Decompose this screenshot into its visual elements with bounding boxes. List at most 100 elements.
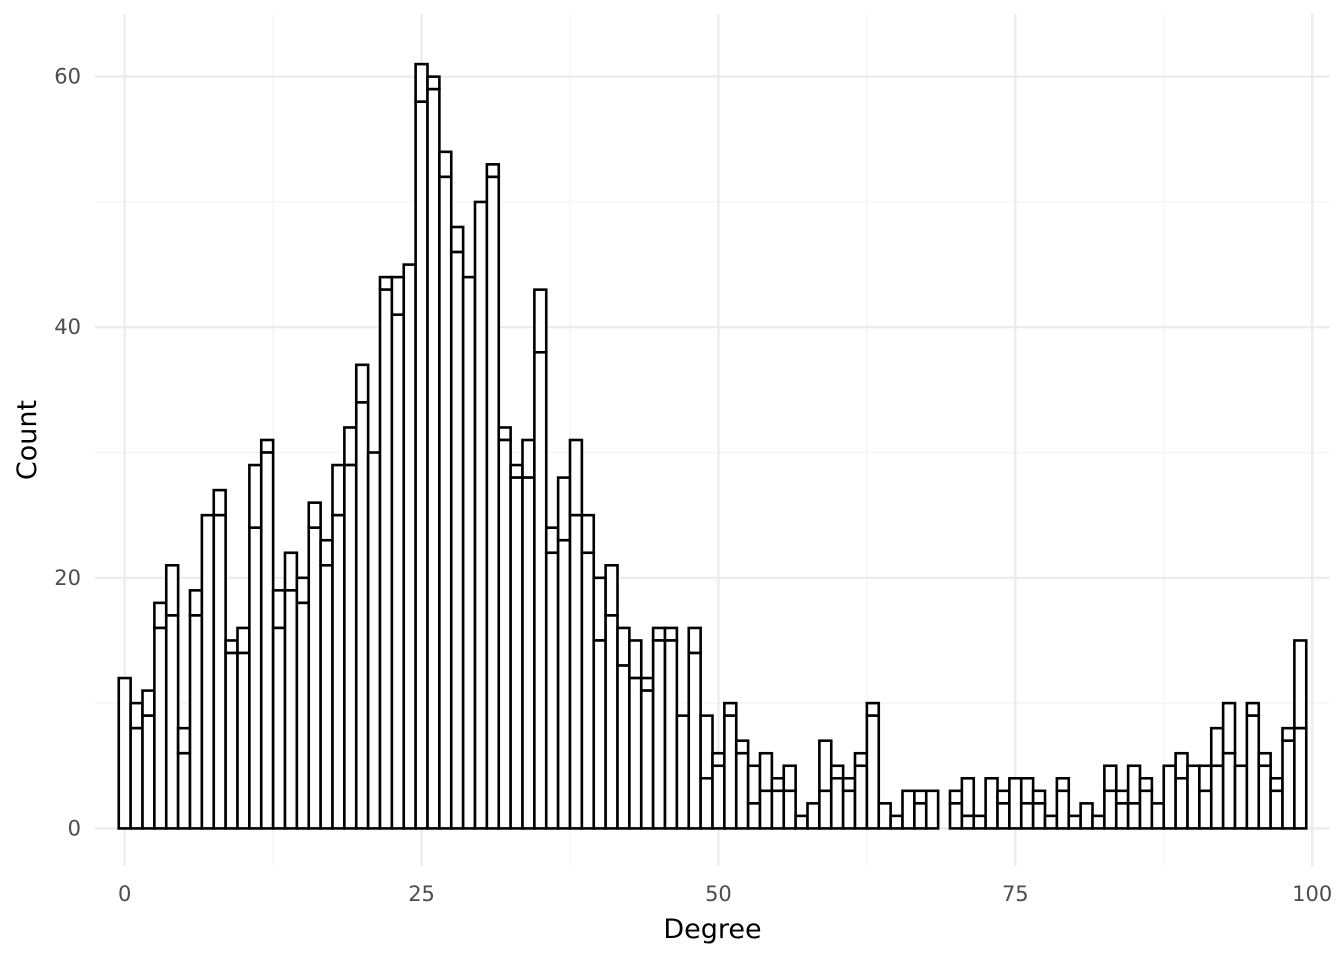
bar-lower-segment <box>1138 789 1154 830</box>
bar-upper-segment <box>164 563 180 617</box>
bar-lower-segment <box>224 651 239 830</box>
bar-upper-segment <box>580 513 596 555</box>
bar-lower-segment <box>1055 789 1071 830</box>
bar-upper-segment <box>723 701 738 717</box>
bar-upper-segment <box>1126 764 1142 805</box>
x-tick-label: 100 <box>1292 882 1332 906</box>
bar-lower-segment <box>521 476 536 830</box>
bar-lower-segment <box>1043 814 1059 830</box>
bar-upper-segment <box>1245 701 1261 717</box>
bar-lower-segment <box>746 802 762 830</box>
bar-lower-segment <box>651 639 667 830</box>
bar-upper-segment <box>438 150 453 179</box>
bar-upper-segment <box>1138 776 1154 793</box>
bar-lower-segment <box>1103 789 1118 830</box>
bar-upper-segment <box>651 626 667 642</box>
bar-lower-segment <box>426 87 441 830</box>
bar-upper-segment <box>829 764 845 780</box>
bar-lower-segment <box>271 626 287 830</box>
bar-upper-segment <box>734 739 750 755</box>
bar-upper-segment <box>628 639 643 680</box>
bar-lower-segment <box>1067 814 1082 830</box>
bar-lower-segment <box>236 651 251 830</box>
bar-lower-segment <box>1281 739 1296 830</box>
y-axis-tick-labels: 0 20 40 60 <box>54 65 81 841</box>
bar-upper-segment <box>1031 789 1047 805</box>
bar-lower-segment <box>343 463 358 830</box>
bar-lower-segment <box>497 438 512 830</box>
bar-upper-segment <box>378 275 394 291</box>
bar-lower-segment <box>414 100 429 830</box>
bar-lower-segment <box>853 764 869 830</box>
bar-upper-segment <box>544 526 560 555</box>
bar-lower-segment <box>188 614 204 830</box>
bar-lower-segment <box>473 200 489 830</box>
bar-lower-segment <box>972 814 987 830</box>
bar-lower-segment <box>723 714 738 830</box>
bar-lower-segment <box>295 601 311 830</box>
bar-lower-segment <box>1209 764 1225 830</box>
bar-lower-segment <box>153 626 168 830</box>
bar-upper-segment <box>1019 776 1035 805</box>
bar-upper-segment <box>307 501 322 530</box>
bar-lower-segment <box>1031 802 1047 830</box>
bar-lower-segment <box>580 551 596 830</box>
bar-upper-segment <box>865 701 881 717</box>
bar-lower-segment <box>960 814 976 830</box>
bar-upper-segment <box>509 463 524 479</box>
bar-lower-segment <box>734 751 750 830</box>
bar-lower-segment <box>639 689 655 830</box>
histogram-bars <box>117 62 1308 830</box>
bar-lower-segment <box>485 175 501 830</box>
bar-lower-segment <box>1091 814 1106 830</box>
bar-lower-segment <box>758 789 774 830</box>
bar-upper-segment <box>841 776 857 793</box>
bar-upper-segment <box>176 726 192 755</box>
bar-upper-segment <box>948 789 964 805</box>
bar-lower-segment <box>924 789 940 830</box>
bar-lower-segment <box>913 802 928 830</box>
bar-lower-segment <box>675 714 691 830</box>
y-tick-label: 40 <box>54 315 81 339</box>
bar-lower-segment <box>331 513 346 830</box>
bar-lower-segment <box>402 263 417 830</box>
bar-lower-segment <box>711 764 726 830</box>
bar-lower-segment <box>794 814 809 830</box>
bar-lower-segment <box>319 563 334 830</box>
bar-upper-segment <box>1174 751 1189 780</box>
bar-upper-segment <box>604 563 619 617</box>
bar-lower-segment <box>259 451 275 830</box>
bar-upper-segment <box>960 776 976 818</box>
bar-upper-segment <box>283 551 299 592</box>
bar-upper-segment <box>913 789 928 805</box>
bar-lower-segment <box>509 476 524 830</box>
bar-lower-segment <box>129 726 144 830</box>
bar-upper-segment <box>295 576 311 605</box>
bar-lower-segment <box>616 664 631 830</box>
bar-upper-segment <box>271 589 287 630</box>
bar-lower-segment <box>378 288 394 830</box>
bar-upper-segment <box>711 751 726 768</box>
bar-lower-segment <box>556 538 572 830</box>
bar-lower-segment <box>628 676 643 830</box>
bar-upper-segment <box>1103 764 1118 793</box>
bar-lower-segment <box>592 639 607 830</box>
bar-lower-segment <box>1174 776 1189 830</box>
bar-upper-segment <box>354 363 370 404</box>
bar-lower-segment <box>568 513 584 830</box>
bar-lower-segment <box>996 802 1011 830</box>
bar-upper-segment <box>259 438 275 454</box>
bar-upper-segment <box>485 163 501 179</box>
x-tick-label: 0 <box>118 882 131 906</box>
bar-upper-segment <box>1269 776 1284 793</box>
bar-upper-segment <box>426 75 441 91</box>
bar-lower-segment <box>782 789 797 830</box>
bar-upper-segment <box>449 225 465 254</box>
bar-lower-segment <box>1162 764 1177 830</box>
bar-lower-segment <box>770 789 786 830</box>
bar-upper-segment <box>390 275 406 317</box>
bar-upper-segment <box>699 714 714 780</box>
bar-lower-segment <box>307 526 322 830</box>
bar-lower-segment <box>818 789 833 830</box>
